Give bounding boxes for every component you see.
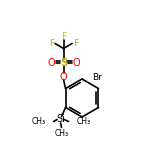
Text: S: S <box>60 57 67 68</box>
Text: F: F <box>49 39 54 48</box>
Text: O: O <box>47 57 55 68</box>
Text: O: O <box>72 57 80 68</box>
Text: F: F <box>61 32 66 41</box>
Text: O: O <box>60 72 67 81</box>
Text: CH₃: CH₃ <box>31 117 46 126</box>
Text: Br: Br <box>92 72 102 81</box>
Text: CH₃: CH₃ <box>76 117 91 126</box>
Text: Si: Si <box>56 114 65 124</box>
Text: CH₃: CH₃ <box>54 129 69 138</box>
Text: F: F <box>73 39 78 48</box>
